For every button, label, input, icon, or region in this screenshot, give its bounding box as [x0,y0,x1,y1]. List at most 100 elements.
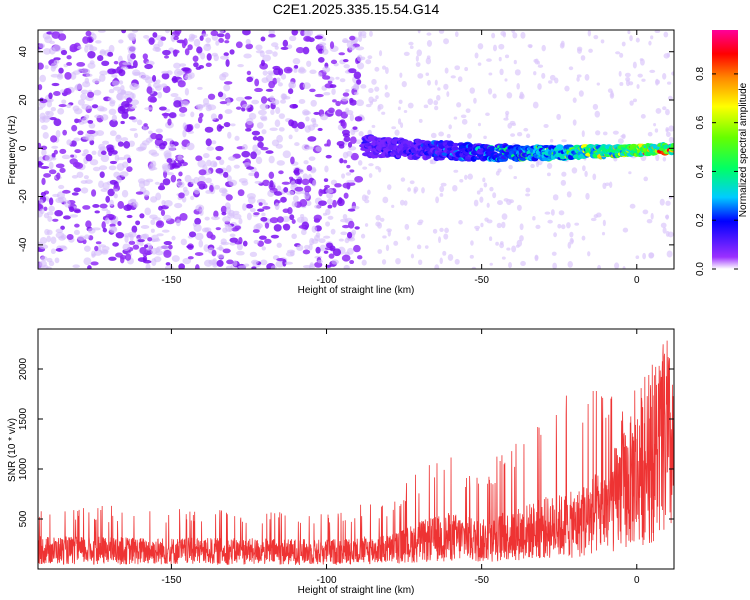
spectrogram-cell [486,219,493,224]
spectrogram-cell [308,263,315,269]
spectrogram-cell [84,77,90,84]
spectrogram-cell [254,171,260,179]
spectrogram-cell [260,259,268,266]
spectrogram-cell [133,83,140,89]
spectrogram-cell [549,74,556,81]
spectrogram-cell [662,227,667,234]
spectrogram-cell [399,72,403,78]
y-tick-label: -20 [18,189,29,204]
spectrogram-cell [567,241,572,249]
spectrogram-cell [400,177,406,182]
spectrogram-cell [295,175,302,180]
spectrogram-cell [198,112,204,118]
spectrogram-cell [74,83,83,90]
y-tick-label: 500 [18,510,29,527]
spectrogram-cell [325,188,334,194]
spectrogram-cell [280,73,287,80]
spectrogram-cell [330,228,336,235]
spectrogram-cell [460,114,467,119]
spectrogram-cell [650,212,654,220]
spectrogram-cell [210,113,217,121]
spectrogram-cell [112,86,122,91]
spectrogram-cell [385,244,390,252]
spectrogram-cell [474,52,479,59]
spectrogram-cell [242,30,251,36]
spectrogram-cell [378,167,382,173]
spectrogram-cell [407,187,412,192]
spectrogram-cell [585,192,590,200]
spectrogram-cell [318,200,327,207]
spectrogram-cell [261,246,266,251]
spectrogram-cell [267,70,274,75]
spectrogram-cell [252,136,258,141]
spectrogram-cell [265,74,273,83]
spectrogram-cell [89,159,99,166]
spectrogram-cell [256,198,266,205]
x-tick-label: 0 [634,575,640,586]
spectrogram-cell [39,208,45,215]
spectrogram-cell [282,258,287,267]
spectrogram-cell [139,213,145,219]
spectrogram-cell [245,38,251,45]
spectrogram-cell [206,53,212,61]
spectrogram-cell [225,98,231,106]
spectrogram-cell [94,210,100,214]
spectrogram-cell [548,80,553,84]
spectrogram-cell [353,71,362,80]
spectrogram-cell [451,146,459,151]
spectrogram-cell [508,262,512,269]
spectrogram-cell [222,171,229,178]
spectrogram-cell [433,100,439,106]
spectrogram-cell [51,31,61,39]
spectrogram-cell [295,190,302,195]
spectrogram-cell [327,204,332,209]
spectrogram-cell [530,163,535,169]
spectrogram-cell [40,124,48,130]
spectrogram-cell [183,189,190,196]
spectrogram-cell [268,171,275,179]
spectrogram-cell [131,99,140,106]
spectrogram-cell [289,103,299,109]
spectrogram-cell [265,49,273,55]
spectrogram-cell [272,65,281,71]
spectrogram-cell [346,164,351,169]
spectrogram-cell [365,103,372,108]
spectrogram-cell [142,53,148,60]
spectrogram-cell [629,35,633,42]
spectrogram-cell [511,122,517,127]
spectrogram-cell [369,30,373,37]
spectrogram-cell [158,106,167,111]
spectrogram-cell [144,244,149,248]
spectrogram-panel: -150 -100 -50 0 -40 -20 0 20 40 Height of strai… [7,29,675,296]
x-tick-label: -100 [317,575,337,586]
spectrogram-cell [665,126,669,133]
spectrogram-cell [450,75,456,79]
spectrogram-cell [368,173,373,179]
spectrogram-cell [88,122,96,129]
spectrogram-cell [416,49,423,57]
spectrogram-cell [407,102,414,109]
spectrogram-cell [668,125,674,132]
spectrogram-cell [379,217,385,222]
spectrogram-cell [74,162,84,169]
spectrogram-cell [190,195,195,201]
spectrogram-cell [62,215,71,220]
spectrogram-cell [303,35,312,42]
spectrogram-cell [438,236,442,244]
spectrogram-cell [632,61,637,69]
spectrogram-cell [483,135,487,140]
spectrogram-cell [566,222,571,229]
spectrogram-cell [99,146,107,152]
spectrogram-cell [137,239,145,243]
spectrogram-cell [276,216,284,223]
snr-frame [37,328,675,570]
spectrogram-cell [406,236,411,241]
spectrogram-cell [664,214,670,219]
spectrogram-cell [501,213,508,220]
spectrogram-cell [339,218,349,223]
spectrogram-cell [168,112,177,119]
spectrogram-cell [71,192,79,196]
spectrogram-cell [467,173,473,180]
spectrogram-cell [439,193,444,197]
spectrogram-cell [314,93,324,98]
